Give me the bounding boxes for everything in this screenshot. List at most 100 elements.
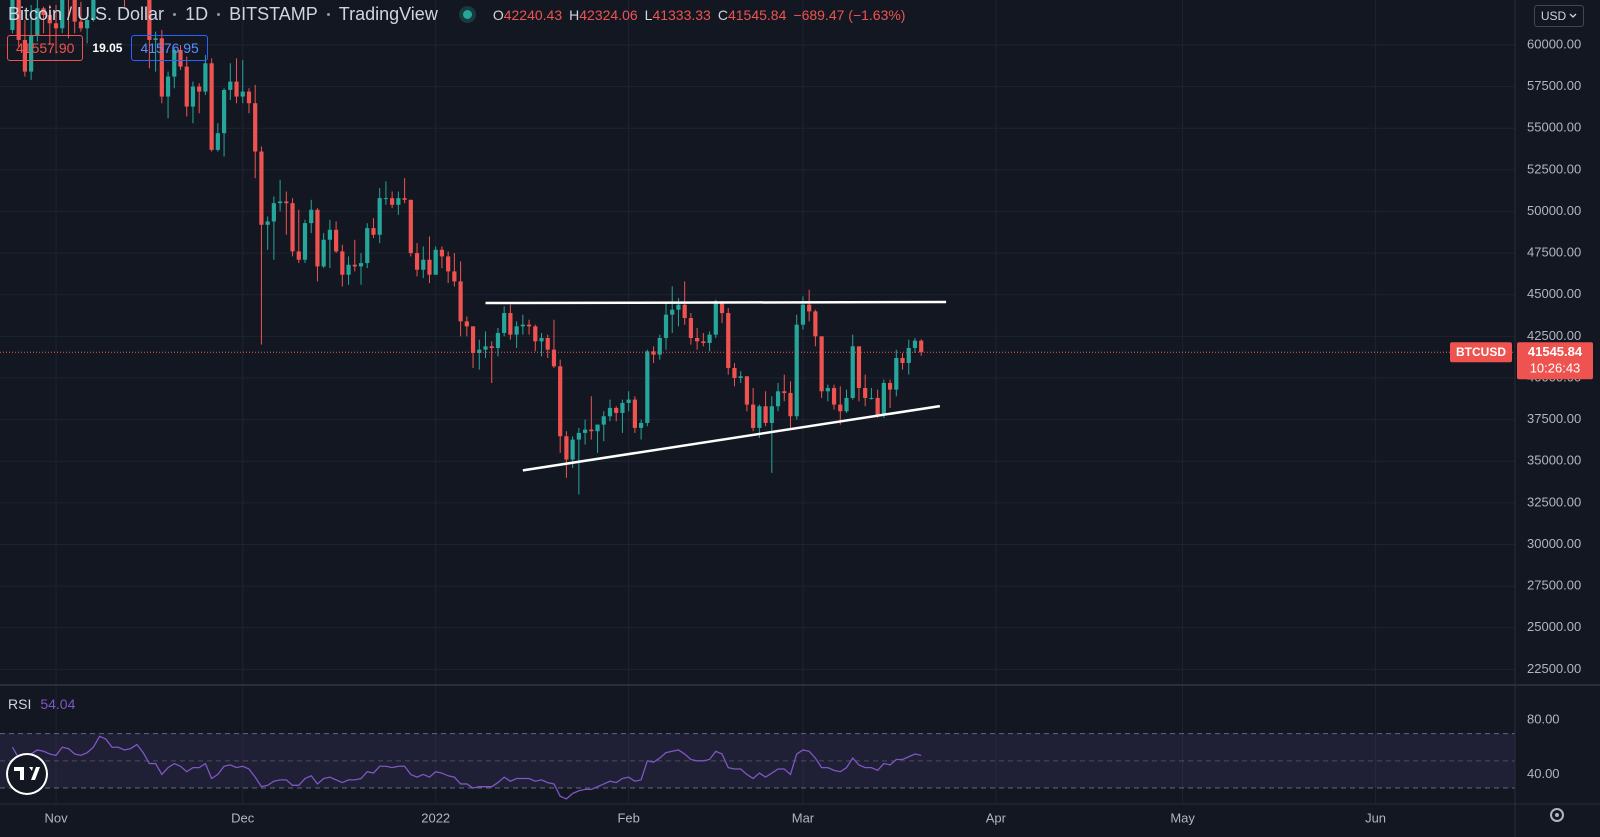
candle-body [346, 264, 351, 275]
candle-body [358, 263, 364, 267]
ohlc-open: O42240.43 [493, 7, 562, 23]
candle-body [365, 228, 370, 264]
candle-body [757, 406, 762, 428]
value: 42324.06 [579, 6, 638, 23]
candle-body [446, 256, 451, 272]
candle-body [302, 223, 308, 260]
candle-body [657, 338, 662, 355]
candle-body [452, 271, 457, 282]
candle-body [682, 304, 687, 319]
x-tick-label: Feb [617, 810, 639, 825]
candle-body [887, 382, 893, 390]
candle-body [807, 304, 812, 312]
prefix: H [569, 6, 580, 23]
y-tick-label: 57500.00 [1527, 78, 1581, 93]
candle-body [91, 0, 96, 20]
candle-body [265, 221, 270, 225]
candle-body [271, 203, 276, 222]
y-tick-label: 27500.00 [1527, 578, 1581, 593]
candle-body [545, 338, 550, 350]
candle-body [912, 340, 918, 348]
candle-body [676, 304, 681, 310]
buy-button[interactable]: 41576.95 [131, 35, 208, 61]
candle-body [626, 399, 631, 403]
candle-body [427, 259, 432, 275]
source: TradingView [338, 4, 438, 24]
candle-body [408, 199, 413, 254]
candle-body [296, 251, 301, 260]
candle-body [607, 407, 613, 417]
ohlc-high: H42324.06 [569, 7, 638, 23]
settings-icon[interactable] [1550, 808, 1564, 822]
candle-body [147, 0, 152, 40]
tradingview-logo[interactable] [6, 753, 48, 795]
legend-header: Bitcoin / U.S. Dollar 1D BITSTAMP Tradin… [8, 4, 905, 25]
candle-body [813, 311, 818, 337]
separator [326, 13, 330, 16]
candle-body [246, 91, 252, 104]
candle-body [190, 86, 196, 107]
candle-body [863, 387, 868, 398]
candle-body [651, 351, 656, 355]
symbol-title: Bitcoin / U.S. Dollar [8, 4, 165, 24]
candle-body [178, 49, 183, 67]
rsi-value: 54.04 [40, 696, 76, 712]
candle-body [881, 382, 886, 415]
candle-body [825, 387, 830, 392]
candle-body [228, 81, 233, 90]
axes: Nov Dec 2022 Feb Mar Apr May Jun 22500.00 25000.0… [44, 36, 1593, 825]
candle-body [172, 49, 177, 77]
y-tick-label: 52500.00 [1527, 161, 1581, 176]
candle-body [253, 103, 258, 152]
candle-body [539, 338, 544, 342]
candle-body [489, 346, 494, 348]
candle-body [589, 429, 594, 432]
candle-body [421, 259, 426, 270]
candle-body [632, 399, 637, 428]
logo-inner [8, 755, 46, 793]
sell-button[interactable]: 41557.90 [7, 35, 84, 61]
candle-body [551, 349, 557, 367]
candle-body [645, 351, 650, 423]
candle-body [165, 76, 171, 97]
candle-body [533, 326, 538, 342]
countdown-text: 10:26:43 [1530, 361, 1581, 376]
candle-body [240, 91, 245, 97]
candle-body [402, 198, 407, 200]
y-tick-label: 45000.00 [1527, 286, 1581, 301]
candle-body [707, 334, 712, 343]
candle-body [209, 63, 214, 150]
candle-body [433, 249, 438, 275]
candle-body [514, 326, 519, 335]
candle-body [751, 404, 756, 428]
candle-body [670, 309, 675, 315]
candle-body [769, 406, 774, 423]
candle-body [153, 38, 158, 40]
candle-body [495, 333, 501, 348]
candle-body [284, 201, 289, 204]
candle-body [819, 336, 824, 392]
candle-body [383, 198, 389, 200]
y-tick-label: 22500.00 [1527, 661, 1581, 676]
candle-body [321, 239, 326, 267]
candle-body [29, 34, 34, 72]
candle-body [159, 38, 164, 97]
rsi-name: RSI [8, 696, 32, 712]
currency-dropdown[interactable]: USD [1534, 5, 1584, 27]
x-tick-label: Nov [44, 810, 68, 825]
y-tick-label: 55000.00 [1527, 120, 1581, 135]
candle-body [221, 89, 227, 134]
rsi-pane [0, 733, 1515, 800]
candle-body [614, 407, 619, 413]
candle-body [775, 391, 781, 407]
candle-body [794, 324, 799, 417]
y-tick-label: 60000.00 [1527, 36, 1581, 51]
interval: 1D [185, 4, 209, 24]
x-tick-label: 2022 [421, 810, 450, 825]
y-tick-label: 30000.00 [1527, 536, 1581, 551]
y-tick-label: 50000.00 [1527, 203, 1581, 218]
rsi-tick-label: 80.00 [1527, 711, 1560, 726]
candles [0, 0, 1515, 495]
candle-body [695, 338, 700, 342]
